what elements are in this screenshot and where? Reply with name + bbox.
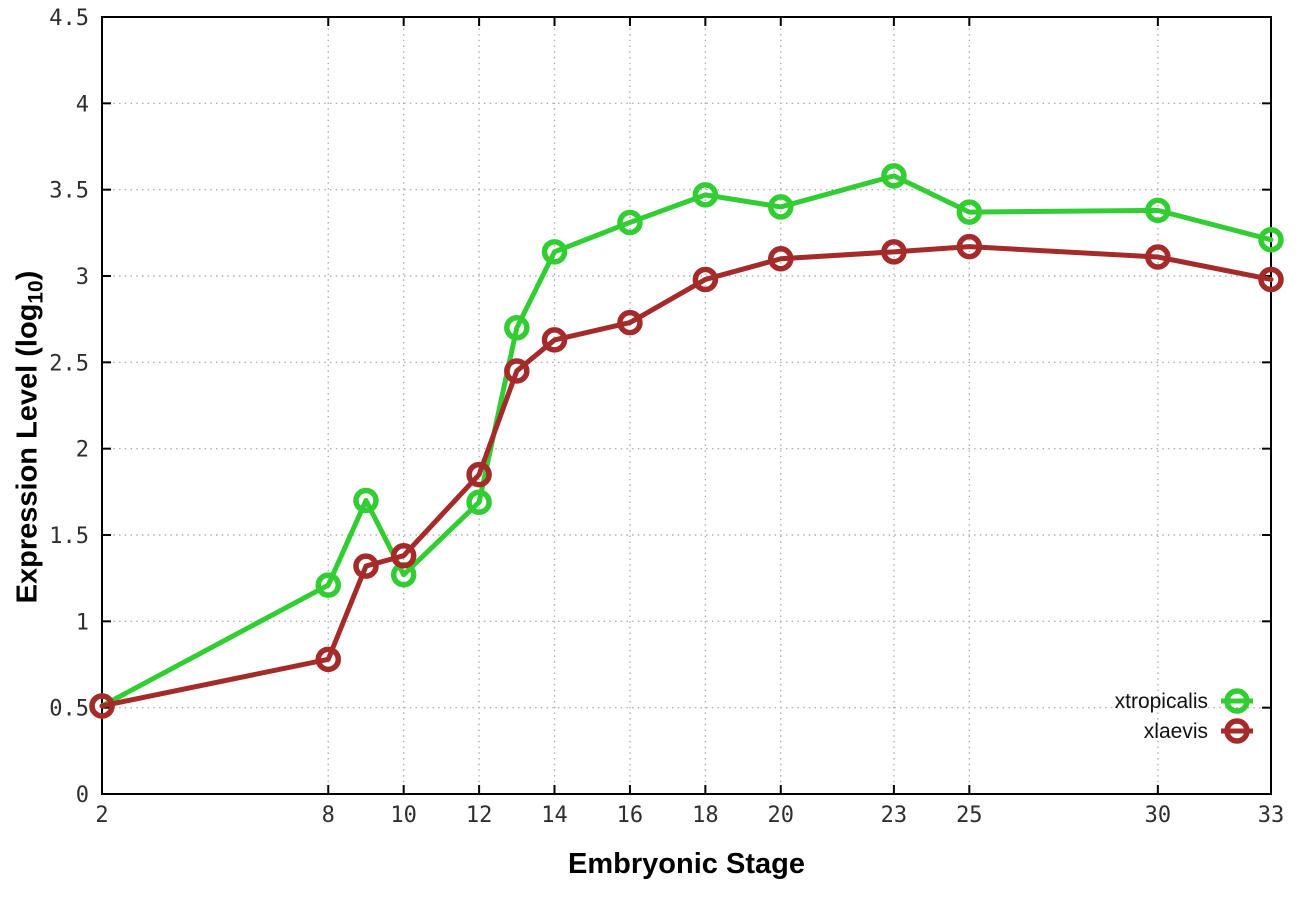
data-point-marker (881, 239, 907, 265)
data-point-marker (768, 194, 794, 220)
y-tick-label: 2.5 (49, 351, 89, 376)
data-point-marker (1145, 244, 1171, 270)
data-point-marker (1258, 226, 1284, 253)
axis-ticks (101, 16, 1272, 795)
y-tick-label: 4 (76, 92, 89, 117)
y-tick-label: 2 (76, 438, 89, 463)
x-tick-label: 8 (322, 803, 335, 828)
data-point-marker (353, 553, 379, 579)
y-tick-label: 4.5 (49, 6, 89, 31)
x-tick-label: 33 (1258, 803, 1285, 828)
data-point-marker (541, 327, 568, 353)
data-point-marker (390, 542, 417, 569)
data-point-marker (89, 693, 115, 719)
series-xlaevis (89, 233, 1284, 719)
data-point-marker (541, 239, 568, 265)
legend-label: xlaevis (1144, 720, 1208, 743)
x-tick-label: 2 (95, 803, 108, 828)
y-tick-label: 3 (76, 265, 89, 290)
x-tick-label: 25 (956, 803, 983, 828)
data-point-marker (617, 209, 643, 236)
data-point-marker (692, 266, 719, 293)
x-tick-label: 20 (768, 803, 795, 828)
y-tick-label: 3.5 (49, 179, 89, 204)
data-point-marker (617, 309, 643, 336)
data-point-marker (504, 315, 530, 341)
legend: xtropicalis xlaevis (1115, 688, 1253, 744)
data-point-marker (956, 199, 983, 225)
data-point-marker (315, 646, 342, 673)
data-point-marker (315, 572, 342, 598)
data-point-marker (768, 245, 794, 272)
y-tick-label: 0.5 (49, 697, 89, 722)
y-tick-label: 1 (76, 610, 89, 635)
gridlines (102, 17, 1271, 794)
data-point-marker (956, 233, 983, 260)
x-tick-label: 16 (617, 803, 644, 828)
legend-label: xtropicalis (1115, 690, 1208, 713)
x-tick-label: 23 (881, 803, 908, 828)
data-point-marker (1145, 197, 1171, 224)
x-tick-label: 30 (1145, 803, 1172, 828)
y-tick-label: 0 (76, 783, 89, 808)
data-point-marker (466, 489, 492, 515)
data-point-marker (692, 182, 719, 208)
x-axis-title: Embryonic Stage (568, 848, 805, 880)
y-axis-title-subscript: 10 (24, 280, 48, 304)
x-tick-label: 10 (390, 803, 417, 828)
x-tick-label: 14 (541, 803, 568, 828)
x-tick-label: 18 (692, 803, 719, 828)
data-point-marker (504, 358, 530, 384)
series-xtropicalis (89, 163, 1284, 719)
data-point-marker (881, 163, 907, 189)
legend-sample-marker (1224, 718, 1250, 744)
series-line (99, 173, 1274, 709)
y-tick-labels: 0 0.5 1 1.5 2 2.5 3 3.5 4 4.5 (49, 6, 89, 808)
data-point-marker (466, 461, 492, 488)
legend-sample-marker (1224, 688, 1250, 714)
data-point-marker (353, 487, 379, 514)
y-axis-title-close: ) (11, 270, 44, 281)
plot-border (101, 16, 1272, 795)
x-tick-label: 12 (466, 803, 493, 828)
data-point-marker (1258, 266, 1284, 293)
y-axis-title: Expression Level (log10) (12, 271, 49, 604)
series-line (99, 244, 1274, 709)
y-tick-label: 1.5 (49, 524, 89, 549)
y-axis-title-text: Expression Level (log (11, 303, 44, 604)
x-tick-labels: 2 8 10 12 14 16 18 20 23 25 30 33 (95, 803, 1284, 828)
